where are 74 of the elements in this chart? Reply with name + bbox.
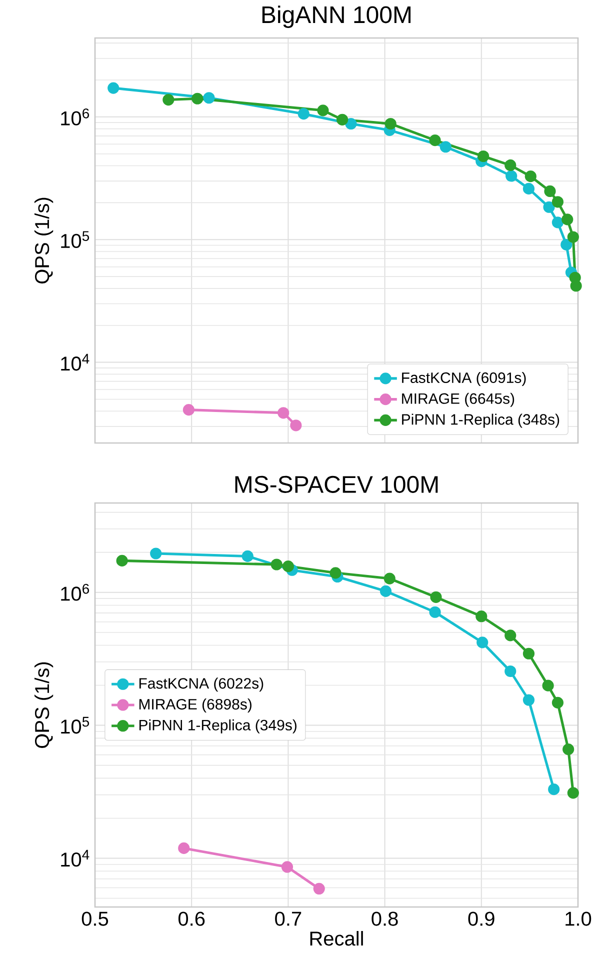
- point: [522, 648, 535, 660]
- point: [570, 280, 582, 292]
- point: [282, 560, 294, 572]
- y-axis-title: QPS (1/s): [34, 662, 54, 748]
- point: [504, 665, 516, 678]
- legend-label: PiPNN 1-Replica (348s): [402, 414, 560, 428]
- point: [116, 554, 128, 566]
- x-tick-label: 1.0: [566, 912, 592, 926]
- point: [562, 743, 574, 756]
- x-tick-label: 0.9: [468, 912, 494, 926]
- point: [345, 118, 357, 130]
- point: [476, 636, 488, 648]
- point: [278, 407, 290, 419]
- chart-title: BigANN 100M: [262, 6, 411, 28]
- point: [203, 92, 215, 104]
- y-tick-label: 10$^{6}$: [61, 108, 90, 126]
- point: [548, 784, 560, 796]
- point: [150, 548, 162, 560]
- point: [562, 214, 574, 226]
- point: [567, 787, 579, 799]
- point: [108, 82, 120, 94]
- point: [313, 882, 325, 895]
- x-tick-label: 0.5: [82, 912, 108, 926]
- point: [504, 630, 516, 642]
- point: [476, 610, 488, 622]
- point: [298, 108, 310, 120]
- point: [478, 150, 490, 162]
- point: [506, 170, 518, 182]
- point: [162, 94, 174, 106]
- point: [384, 572, 396, 584]
- point: [290, 420, 302, 432]
- point: [384, 118, 396, 130]
- point: [429, 134, 441, 146]
- chart-title: MS-SPACEV 100M: [235, 476, 438, 493]
- point: [522, 182, 535, 195]
- y-tick-label: 10$^{5}$: [61, 716, 90, 734]
- y-tick-label: 10$^{4}$: [61, 354, 90, 371]
- x-tick-label: 0.8: [372, 912, 398, 926]
- legend-label: MIRAGE (6645s): [402, 392, 514, 407]
- point: [552, 696, 564, 708]
- point: [242, 550, 254, 562]
- y-tick-label: 10$^{4}$: [61, 850, 90, 867]
- y-axis-title: QPS (1/s): [34, 198, 54, 284]
- point: [524, 170, 536, 182]
- point: [567, 231, 579, 243]
- point: [552, 216, 564, 228]
- point: [380, 585, 392, 598]
- y-tick-label: 10$^{6}$: [61, 584, 90, 601]
- y-tick-label: 10$^{5}$: [61, 231, 90, 248]
- point: [429, 606, 441, 618]
- point: [281, 861, 294, 873]
- point: [544, 185, 556, 198]
- point: [192, 92, 204, 104]
- point: [543, 201, 555, 213]
- point: [430, 591, 442, 603]
- legend-label: FastKCNA (6022s): [139, 678, 264, 692]
- point: [542, 680, 554, 692]
- x-tick-label: 0.6: [178, 912, 205, 926]
- point: [182, 404, 195, 416]
- x-tick-label: 0.7: [275, 912, 302, 926]
- point: [317, 104, 329, 116]
- legend-label: MIRAGE (6898s): [139, 698, 252, 713]
- point: [504, 159, 516, 172]
- point: [440, 141, 452, 153]
- point: [552, 196, 564, 208]
- point: [336, 114, 348, 126]
- point: [330, 567, 342, 579]
- legend-label: PiPNN 1-Replica (349s): [139, 719, 296, 734]
- point: [270, 558, 282, 570]
- x-axis-title: Recall: [310, 931, 363, 946]
- point: [522, 694, 535, 706]
- point: [178, 842, 190, 854]
- legend-label: FastKCNA (6091s): [402, 372, 526, 386]
- point: [560, 238, 572, 250]
